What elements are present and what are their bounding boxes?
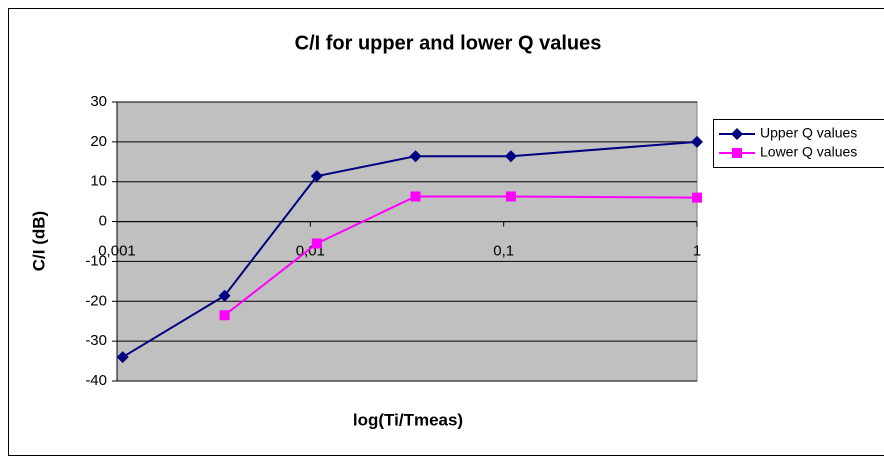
- marker: [691, 135, 703, 148]
- y-axis-title: C/I (dB): [29, 211, 48, 271]
- marker: [409, 150, 422, 163]
- marker: [310, 170, 323, 183]
- y-tick-label: 20: [90, 133, 107, 150]
- marker: [692, 192, 702, 203]
- legend-label: Lower Q values: [760, 144, 857, 160]
- x-tick-label: 0,001: [98, 243, 136, 260]
- marker: [410, 191, 421, 202]
- y-tick-label: -20: [85, 292, 107, 309]
- marker: [504, 150, 517, 163]
- legend-label: Upper Q values: [760, 125, 857, 141]
- marker: [732, 148, 742, 158]
- marker: [219, 310, 230, 321]
- plot-area: [116, 101, 698, 382]
- marker: [311, 238, 322, 249]
- x-axis-title: log(Ti/Tmeas): [353, 410, 463, 429]
- chart-title: C/I for upper and lower Q values: [295, 32, 602, 54]
- marker: [731, 128, 743, 140]
- marker: [218, 289, 231, 302]
- y-tick-label: 10: [90, 173, 107, 190]
- series-line: [122, 140, 698, 358]
- marker: [505, 191, 516, 202]
- marker: [116, 351, 129, 364]
- y-tick-label: -40: [85, 372, 107, 389]
- y-tick-label: 0: [99, 213, 107, 230]
- y-tick-label: 30: [90, 93, 107, 110]
- x-tick-label: 0,1: [493, 243, 514, 260]
- x-tick-label: 1: [693, 243, 701, 260]
- legend: [713, 119, 884, 168]
- y-tick-label: -10: [85, 252, 107, 269]
- y-tick-label: -30: [85, 332, 107, 349]
